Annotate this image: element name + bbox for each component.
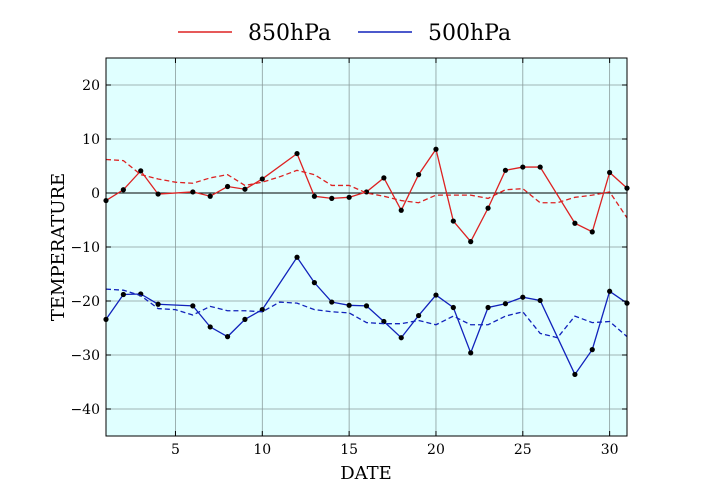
x-tick-label: 10 bbox=[253, 442, 271, 458]
y-tick-label: −20 bbox=[70, 294, 100, 310]
data-point bbox=[242, 316, 248, 322]
data-point bbox=[485, 304, 491, 311]
data-point bbox=[311, 280, 317, 286]
data-point bbox=[416, 312, 422, 319]
data-point bbox=[398, 207, 404, 213]
data-point bbox=[589, 347, 595, 353]
data-point bbox=[416, 172, 422, 178]
y-tick-label: −30 bbox=[70, 348, 100, 364]
data-point bbox=[433, 292, 439, 298]
data-point bbox=[468, 350, 474, 356]
data-point bbox=[207, 324, 213, 330]
legend: 850hPa 500hPa bbox=[178, 21, 511, 46]
data-point bbox=[259, 176, 265, 182]
data-point bbox=[120, 291, 126, 298]
data-point bbox=[450, 304, 456, 311]
data-point bbox=[381, 175, 387, 181]
tick-group: 5 10 15 20 25 30 −40 −30 −20 −10 0 10 20 bbox=[70, 58, 627, 458]
x-tick-label: 25 bbox=[514, 442, 532, 458]
data-point bbox=[138, 168, 144, 174]
x-tick-label: 15 bbox=[340, 442, 358, 458]
y-tick-label: 20 bbox=[82, 78, 100, 94]
data-point bbox=[155, 301, 161, 307]
data-point bbox=[363, 303, 370, 309]
y-axis-label: TEMPERATURE bbox=[48, 173, 69, 321]
data-point bbox=[398, 335, 404, 341]
y-tick-label: 10 bbox=[82, 132, 100, 148]
series-group bbox=[103, 146, 630, 378]
data-point bbox=[607, 169, 613, 176]
x-axis-label: DATE bbox=[340, 463, 392, 484]
data-point bbox=[502, 167, 509, 173]
data-point bbox=[259, 307, 265, 313]
data-point bbox=[120, 187, 126, 193]
data-point bbox=[450, 218, 456, 224]
data-point bbox=[607, 288, 613, 294]
data-point bbox=[589, 229, 595, 235]
data-point bbox=[537, 164, 543, 170]
series-line-1 bbox=[105, 158, 628, 219]
data-point bbox=[520, 294, 526, 300]
data-point bbox=[242, 186, 248, 192]
data-point bbox=[346, 194, 352, 200]
data-point bbox=[224, 183, 231, 190]
data-point bbox=[224, 334, 231, 340]
data-point bbox=[329, 195, 335, 201]
data-point bbox=[468, 239, 474, 245]
data-point bbox=[572, 371, 578, 378]
data-point bbox=[155, 191, 161, 197]
x-tick-label: 30 bbox=[601, 442, 619, 458]
data-point bbox=[537, 297, 543, 304]
data-point bbox=[502, 301, 509, 307]
data-point bbox=[346, 302, 352, 308]
series-line-3 bbox=[105, 288, 628, 339]
data-point bbox=[433, 146, 439, 152]
data-point bbox=[294, 150, 300, 157]
data-point bbox=[311, 193, 317, 199]
data-point bbox=[294, 254, 300, 260]
data-point bbox=[329, 299, 335, 305]
data-point bbox=[520, 164, 526, 170]
data-point bbox=[190, 303, 196, 309]
series-line-0 bbox=[105, 147, 628, 243]
legend-label: 850hPa bbox=[248, 21, 331, 46]
y-tick-label: −40 bbox=[70, 402, 100, 418]
data-point bbox=[572, 220, 578, 226]
data-point bbox=[381, 318, 387, 325]
y-tick-label: −10 bbox=[70, 240, 100, 256]
data-point bbox=[363, 189, 370, 195]
x-tick-label: 5 bbox=[171, 442, 180, 458]
x-tick-label: 20 bbox=[427, 442, 445, 458]
data-point bbox=[485, 205, 491, 211]
data-point bbox=[207, 193, 213, 199]
legend-label: 500hPa bbox=[428, 21, 511, 46]
data-point bbox=[190, 189, 196, 195]
y-tick-label: 0 bbox=[91, 186, 100, 202]
series-line-2 bbox=[105, 256, 628, 376]
